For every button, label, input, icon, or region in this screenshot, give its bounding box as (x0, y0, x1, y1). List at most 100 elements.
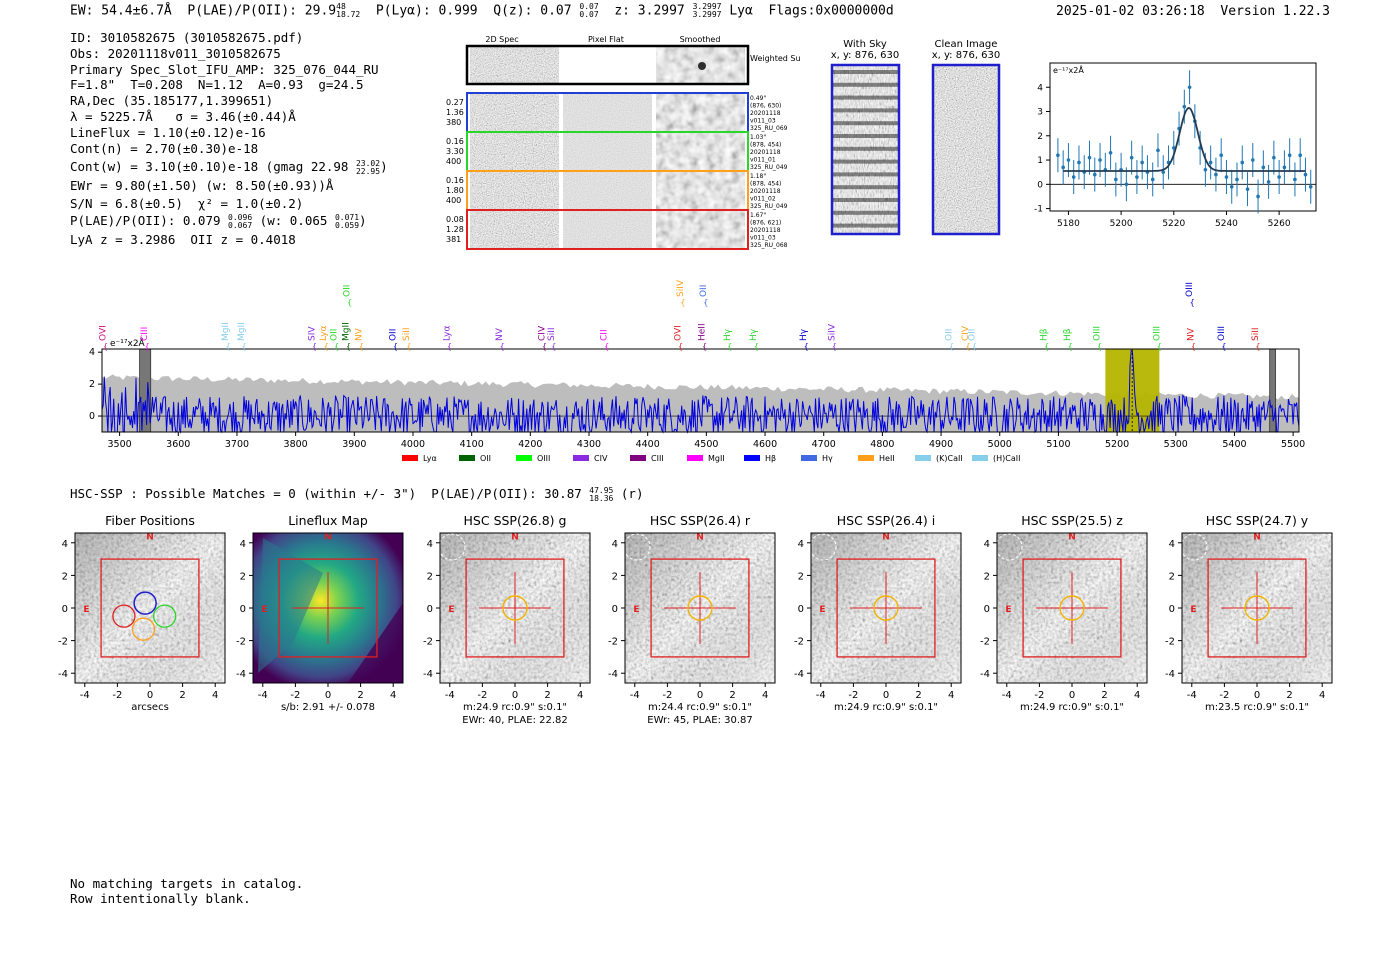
compass-north: N (1068, 533, 1076, 543)
spectrum-legend-label: HeII (879, 454, 895, 463)
header-z: z: 3.2997 (614, 3, 685, 19)
spectrum-line-tick: { (1190, 298, 1195, 307)
spectrum-legend-label: Lyα (423, 454, 437, 463)
header-qz-hi: 0.07 (579, 2, 599, 11)
sky-band (832, 198, 899, 202)
panel-ytick-label: 0 (798, 604, 804, 615)
panel-xtick-label: -4 (258, 690, 268, 701)
spectrum-line-tick: { (702, 342, 707, 351)
aperture-box (1022, 558, 1122, 658)
zoom-point (1056, 153, 1060, 157)
hsc-title-band: (r) (620, 486, 644, 501)
spectrum-line-tick: { (312, 342, 317, 351)
panel-ytick-label: 0 (612, 604, 618, 615)
spectrum-line-label: OIII (1185, 282, 1195, 297)
header-qz-range: 0.07 0.07 (579, 3, 598, 19)
spectrum-line-label: SiII (1251, 327, 1261, 341)
panel-xtick-label: 4 (577, 690, 583, 701)
panel-ytick-label: 2 (612, 571, 618, 582)
cutout-smoothed (656, 133, 745, 170)
panel-xtick-label: 0 (883, 690, 889, 701)
info-contn: Cont(n) = 2.70(±0.30)e-18 (70, 140, 259, 156)
weighted-frame (465, 44, 750, 86)
spectrum-line-tick: { (359, 342, 364, 351)
compass-north: N (1253, 533, 1261, 543)
header-ew: EW: 54.4±6.7Å (70, 3, 172, 19)
panel-xtick-label: -2 (112, 690, 122, 701)
zoom-point (1161, 170, 1166, 174)
spectrum-legend-swatch (630, 455, 646, 461)
spectrum-line-tick: { (804, 342, 809, 351)
info-plae-w: (w: 0.065 (259, 213, 328, 229)
spectrum-line-tick: { (1191, 342, 1196, 351)
info-plae-row: P(LAE)/P(OII): 0.079 0.096 0.067 (w: 0.06… (70, 213, 388, 230)
spectrum-line-tick: { (966, 342, 971, 351)
spectrum-line-tick: { (754, 342, 759, 351)
panel-xtick-label: -2 (1034, 690, 1044, 701)
panel-ytick-label: 4 (984, 539, 990, 550)
panel-ytick-label: -4 (608, 669, 618, 680)
spectrum-line-tick: { (1097, 342, 1102, 351)
spectrum-line-tick: { (1157, 342, 1162, 351)
zoom-point (1235, 177, 1239, 182)
panel-caption: arcsecs (131, 702, 169, 713)
info-obs: Obs: 20201118v011_3010582675 (70, 45, 281, 61)
spectrum-line-tick: { (103, 342, 108, 351)
zoom-point (1071, 175, 1076, 179)
spectrum-line-label: NV (495, 327, 505, 341)
zoom-ytick-label: 2 (1037, 132, 1043, 142)
header-plae: P(LAE)/P(OII): 29.9 (187, 3, 337, 19)
info-primary: Primary Spec_Slot_IFU_AMP: 325_076_044_R… (70, 61, 379, 77)
info-ewr: EWr = 9.80(±1.50) (w: 8.50(±0.93))Å (70, 177, 334, 193)
spectrum-ytick-label: 4 (89, 347, 95, 358)
zoom-plot-area (1049, 62, 1317, 212)
panel-xtick-label: -4 (816, 690, 826, 701)
zoom-point (1277, 175, 1281, 179)
zoom-ytick-label: 4 (1037, 83, 1043, 93)
target-circle (873, 595, 899, 621)
zoom-point (1245, 187, 1250, 191)
zoom-point (1135, 175, 1139, 179)
spectrum-line-label: HeII (698, 323, 708, 341)
spectrum-legend-label: Hβ (765, 454, 776, 463)
spectrum-line-label: OII (699, 285, 709, 297)
with-sky-image (830, 63, 901, 236)
spectrum-line-label: NV (1186, 327, 1196, 341)
cutout-row-meta: 1.67" (750, 212, 766, 219)
zoom-point (1282, 165, 1287, 170)
compass-east: E (633, 605, 639, 615)
psf-circle (809, 533, 837, 561)
weighted-source (698, 62, 706, 70)
panel-ytick-label: -2 (236, 637, 246, 648)
info-plae-w-hi: 0.071 (334, 212, 360, 222)
info-plae-hi: 0.096 (228, 212, 253, 222)
panel-xtick-label: 0 (1254, 690, 1260, 701)
spectrum-xtick-label: 5300 (1164, 439, 1188, 450)
hsc-title-lo: 18.36 (589, 493, 614, 503)
zoom-line-fit-chart: 5180 5200 5220 5240 5260 -1 0 1 2 3 4 e⁻¹⁷x2Å (1034, 62, 1317, 229)
psf-circle (623, 533, 651, 561)
panel-title: HSC SSP(24.7) y (1206, 513, 1309, 528)
spectrum-line-label: OII (343, 285, 353, 297)
spectrum-line-label: MgII (221, 322, 231, 341)
sky-band (832, 134, 899, 138)
panel-xtick-label: 4 (1134, 690, 1140, 701)
zoom-point (1203, 167, 1208, 172)
sky-band (832, 146, 899, 151)
compass-east: E (448, 605, 454, 615)
header-z-line: Lyα (729, 3, 753, 19)
sky-band (832, 95, 899, 100)
cutout-row-stat: 380 (446, 118, 461, 127)
panel-ytick-label: 2 (798, 571, 804, 582)
spectrum-line-tick: { (1068, 342, 1073, 351)
spectrum-ytick-label: 2 (89, 379, 95, 390)
panel-ytick-label: 0 (984, 604, 990, 615)
zoom-ytick-label: 3 (1037, 108, 1043, 118)
cutout-row-stat: 3.30 (446, 147, 464, 156)
spectrum-ytick-label: 0 (89, 411, 95, 422)
zoom-point (1240, 160, 1245, 165)
spectrum-xtick-label: 3600 (166, 439, 190, 450)
panel-xtick-label: -2 (477, 690, 487, 701)
spectrum-line-label: SiIV (676, 279, 686, 297)
cutout-row-meta: 325_RU_068 (750, 242, 788, 249)
